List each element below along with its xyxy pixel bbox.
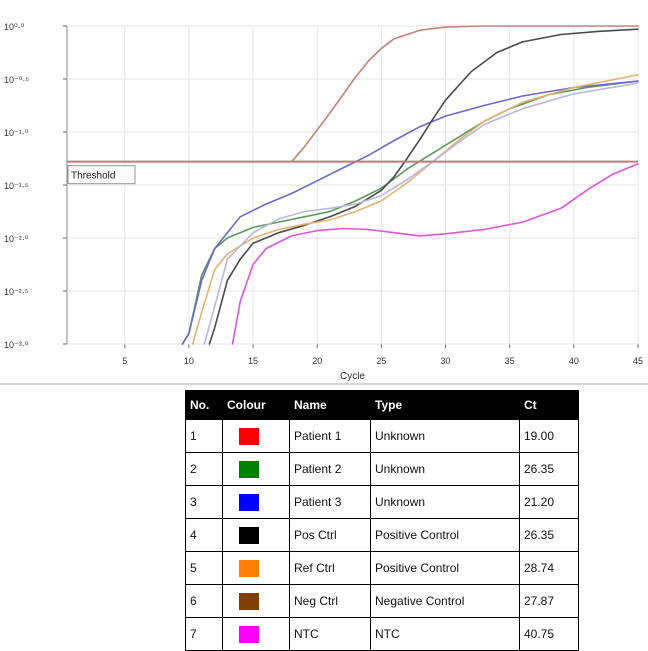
series-line-4 <box>208 28 639 345</box>
table-row[interactable]: 6 Neg Ctrl Negative Control 27.87 <box>185 584 579 618</box>
cell-type: Positive Control <box>370 551 520 585</box>
colour-swatch <box>239 625 259 643</box>
cell-type: Positive Control <box>370 518 520 552</box>
colour-swatch <box>239 526 259 544</box>
cell-ct: 28.74 <box>519 551 579 585</box>
table-row[interactable]: 7 NTC NTC 40.75 <box>185 617 579 651</box>
header-type: Type <box>370 390 520 420</box>
cell-colour <box>222 584 290 618</box>
amplification-chart: 5 10 15 20 25 30 35 40 45 10⁻³·⁰ 10⁻²·⁵ 10⁻²·⁰ 10⁻¹·… <box>0 22 648 385</box>
cell-colour <box>222 518 290 552</box>
x-tick-label: 45 <box>633 356 643 366</box>
cell-colour <box>222 551 290 585</box>
x-tick-label: 30 <box>441 356 451 366</box>
series-line-3 <box>181 80 639 345</box>
x-tick-label: 40 <box>569 356 579 366</box>
x-tick-label: 10 <box>184 356 194 366</box>
cell-ct: 26.35 <box>519 518 579 552</box>
table-header-row: No. Colour Name Type Ct <box>185 390 579 420</box>
cell-no: 2 <box>185 452 223 486</box>
cell-no: 5 <box>185 551 223 585</box>
y-tick-label: 10⁰·⁰ <box>4 22 25 32</box>
x-axis-title: Cycle <box>340 371 365 382</box>
cell-ct: 19.00 <box>519 419 579 453</box>
cell-name: NTC <box>289 617 371 651</box>
sample-table: No. Colour Name Type Ct 1 Patient 1 Unknow… <box>185 390 579 651</box>
cell-no: 4 <box>185 518 223 552</box>
y-tick-label: 10⁻¹·⁵ <box>4 181 29 191</box>
colour-swatch <box>239 427 259 445</box>
x-tick-label: 15 <box>248 356 258 366</box>
series-line-7 <box>231 163 639 345</box>
table-row[interactable]: 2 Patient 2 Unknown 26.35 <box>185 452 579 486</box>
cell-name: Patient 1 <box>289 419 371 453</box>
cell-type: Negative Control <box>370 584 520 618</box>
cell-no: 6 <box>185 584 223 618</box>
series-line-1 <box>290 25 639 163</box>
cell-ct: 40.75 <box>519 617 579 651</box>
y-tick-label: 10⁻³·⁰ <box>4 340 29 350</box>
y-tick-label: 10⁻²·⁵ <box>4 287 29 297</box>
cell-colour <box>222 485 290 519</box>
cell-name: Patient 3 <box>289 485 371 519</box>
series-line-6 <box>203 82 639 345</box>
cell-no: 7 <box>185 617 223 651</box>
header-colour: Colour <box>222 390 290 420</box>
cell-colour <box>222 617 290 651</box>
threshold-label: Threshold <box>71 171 115 182</box>
colour-swatch <box>239 559 259 577</box>
table-row[interactable]: 3 Patient 3 Unknown 21.20 <box>185 485 579 519</box>
header-name: Name <box>289 390 371 420</box>
header-no: No. <box>185 390 223 420</box>
cell-ct: 21.20 <box>519 485 579 519</box>
cell-name: Neg Ctrl <box>289 584 371 618</box>
amplification-plot: 5 10 15 20 25 30 35 40 45 10⁻³·⁰ 10⁻²·⁵ 10⁻²·⁰ 10⁻¹·… <box>0 22 648 385</box>
header-ct: Ct <box>519 390 579 420</box>
cell-colour <box>222 419 290 453</box>
cell-type: Unknown <box>370 452 520 486</box>
x-tick-label: 20 <box>312 356 322 366</box>
series-line-5 <box>191 74 639 345</box>
table-row[interactable]: 4 Pos Ctrl Positive Control 26.35 <box>185 518 579 552</box>
y-tick-label: 10⁻²·⁰ <box>4 234 29 244</box>
colour-swatch <box>239 592 259 610</box>
x-tick-label: 25 <box>376 356 386 366</box>
cell-type: Unknown <box>370 485 520 519</box>
colour-swatch <box>239 460 259 478</box>
cell-no: 3 <box>185 485 223 519</box>
cell-name: Ref Ctrl <box>289 551 371 585</box>
cell-type: Unknown <box>370 419 520 453</box>
cell-name: Pos Ctrl <box>289 518 371 552</box>
x-tick-label: 5 <box>122 356 127 366</box>
x-tick-label: 35 <box>505 356 515 366</box>
cell-type: NTC <box>370 617 520 651</box>
cell-no: 1 <box>185 419 223 453</box>
threshold-label-box <box>67 165 136 185</box>
colour-swatch <box>239 493 259 511</box>
table-row[interactable]: 1 Patient 1 Unknown 19.00 <box>185 419 579 453</box>
y-tick-label: 10⁻⁰·⁵ <box>4 75 29 85</box>
sample-legend: No. Colour Name Type Ct 1 Patient 1 Unknow… <box>185 390 579 651</box>
cell-ct: 27.87 <box>519 584 579 618</box>
cell-colour <box>222 452 290 486</box>
table-row[interactable]: 5 Ref Ctrl Positive Control 28.74 <box>185 551 579 585</box>
cell-ct: 26.35 <box>519 452 579 486</box>
cell-name: Patient 2 <box>289 452 371 486</box>
y-tick-label: 10⁻¹·⁰ <box>4 128 29 138</box>
